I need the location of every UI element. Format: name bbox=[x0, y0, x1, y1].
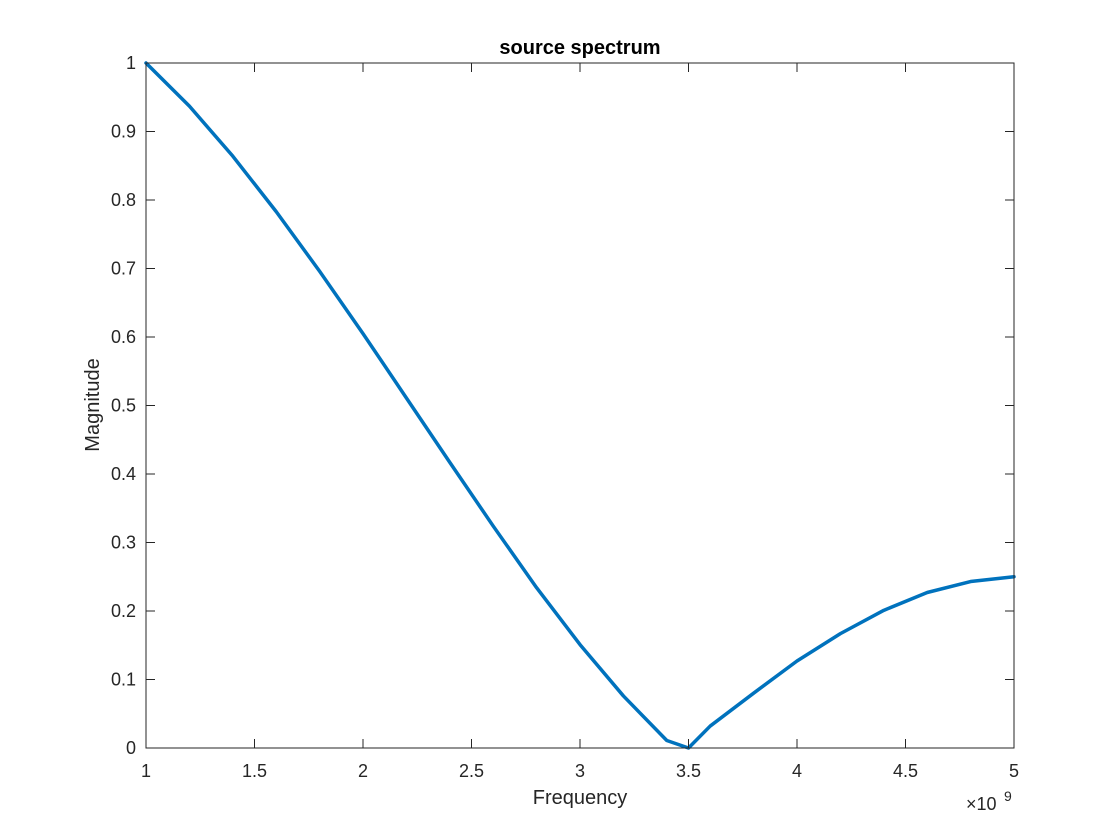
x-tick-label: 1 bbox=[141, 761, 151, 781]
series-line-0 bbox=[144, 61, 1016, 750]
x-tick-label: 3 bbox=[575, 761, 585, 781]
x-tick-label: 4.5 bbox=[893, 761, 918, 781]
x-tick-label: 1.5 bbox=[242, 761, 267, 781]
x-tick-label: 3.5 bbox=[676, 761, 701, 781]
y-tick-label: 0.7 bbox=[111, 259, 136, 279]
y-tick-label: 0.8 bbox=[111, 190, 136, 210]
y-tick-label: 0.9 bbox=[111, 122, 136, 142]
y-tick-label: 0.6 bbox=[111, 327, 136, 347]
x-tick-label: 2 bbox=[358, 761, 368, 781]
y-tick-label: 0.3 bbox=[111, 533, 136, 553]
x-tick-label: 5 bbox=[1009, 761, 1019, 781]
series-layer bbox=[144, 61, 1016, 750]
chart-title: source spectrum bbox=[499, 37, 660, 59]
axes-box bbox=[145, 62, 1015, 749]
y-tick-label: 0.1 bbox=[111, 670, 136, 690]
y-axis-label: Magnitude bbox=[82, 358, 104, 451]
x-exponent-power: 9 bbox=[1004, 788, 1012, 804]
y-tick-label: 1 bbox=[126, 53, 136, 73]
plot-area bbox=[146, 63, 1014, 748]
x-axis-label: Frequency bbox=[533, 787, 628, 809]
tick-labels: 1 1.5 2 2.5 3 3.5 4 4.5 5 0 0.1 0.2 0.3 0.4 0.5 0.6 0.7 0… bbox=[111, 53, 1019, 781]
x-exponent-base: ×10 bbox=[966, 794, 997, 814]
y-tick-label: 0.4 bbox=[111, 464, 136, 484]
y-tick-label: 0.5 bbox=[111, 396, 136, 416]
y-tick-label: 0.2 bbox=[111, 601, 136, 621]
x-tick-label: 4 bbox=[792, 761, 802, 781]
y-tick-label: 0 bbox=[126, 738, 136, 758]
x-tick-label: 2.5 bbox=[459, 761, 484, 781]
